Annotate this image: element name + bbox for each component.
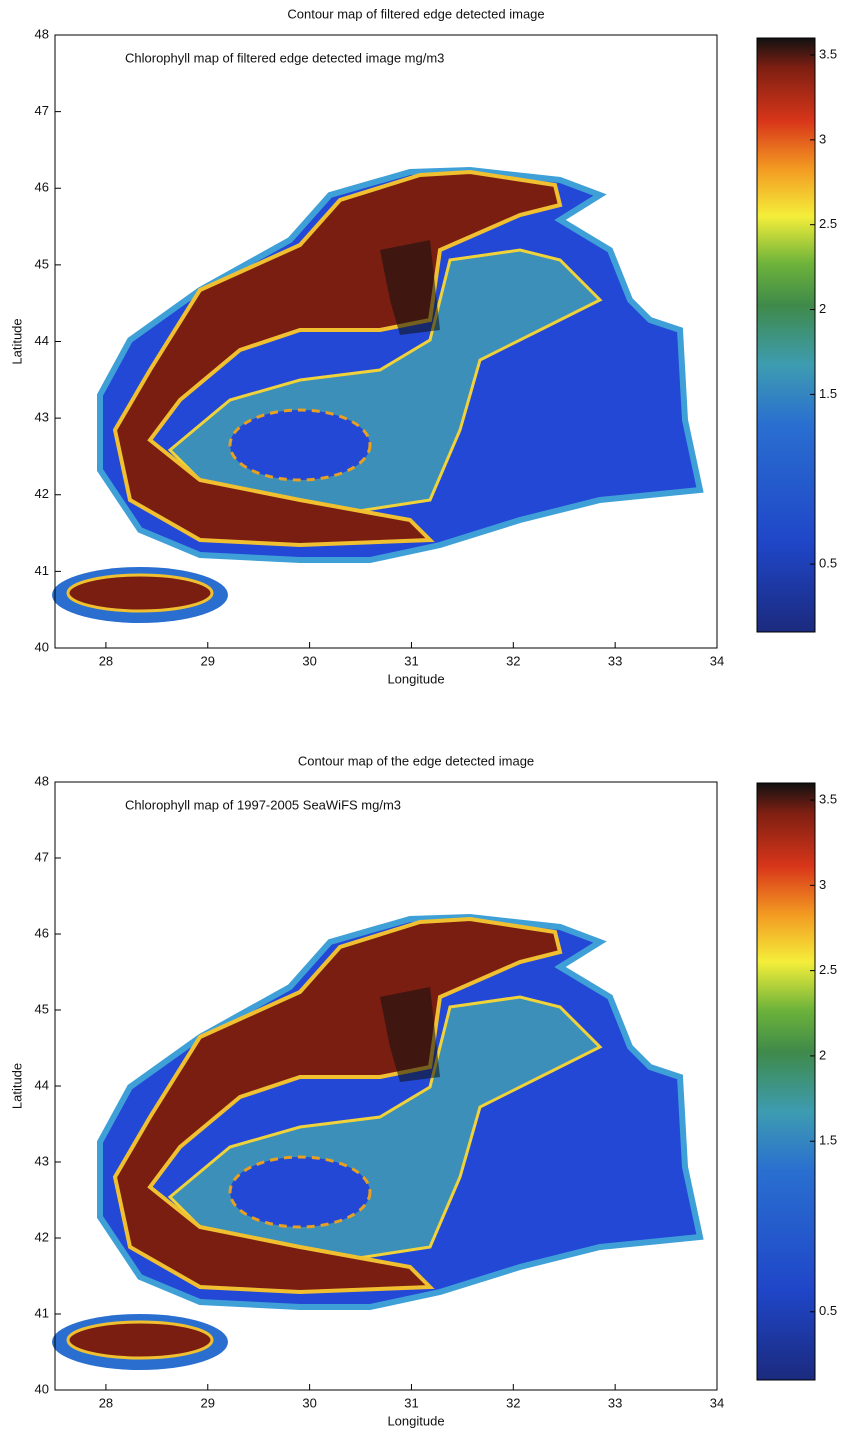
y-tick-label: 42 bbox=[35, 1229, 49, 1244]
colorbar-tick-label: 2 bbox=[819, 1047, 826, 1062]
y-tick-label: 41 bbox=[35, 563, 49, 578]
y-tick-label: 48 bbox=[35, 26, 49, 41]
x-tick-label: 28 bbox=[99, 1395, 113, 1410]
colorbar bbox=[756, 37, 816, 633]
x-tick-label: 31 bbox=[404, 1395, 418, 1410]
y-tick-label: 47 bbox=[35, 849, 49, 864]
x-tick-label: 31 bbox=[404, 653, 418, 668]
colorbar-tick-label: 3 bbox=[819, 131, 826, 146]
x-tick-label: 32 bbox=[506, 653, 520, 668]
y-tick-label: 40 bbox=[35, 1381, 49, 1396]
y-tick-label: 47 bbox=[35, 103, 49, 118]
y-tick-label: 45 bbox=[35, 256, 49, 271]
colorbar-tick-label: 2.5 bbox=[819, 962, 837, 977]
y-tick-label: 48 bbox=[35, 773, 49, 788]
colorbar-tick-label: 3 bbox=[819, 877, 826, 892]
map-image bbox=[52, 170, 700, 623]
annotation: Chlorophyll map of 1997-2005 SeaWiFS mg/… bbox=[125, 797, 401, 812]
x-tick-label: 29 bbox=[201, 1395, 215, 1410]
y-tick-label: 40 bbox=[35, 639, 49, 654]
x-tick-label: 33 bbox=[608, 653, 622, 668]
y-tick-label: 43 bbox=[35, 410, 49, 425]
x-tick-label: 29 bbox=[201, 653, 215, 668]
chart-title: Contour map of filtered edge detected im… bbox=[287, 6, 544, 21]
y-tick-label: 46 bbox=[35, 180, 49, 195]
colorbar-tick-label: 2.5 bbox=[819, 216, 837, 231]
y-tick-label: 43 bbox=[35, 1153, 49, 1168]
x-tick-label: 30 bbox=[302, 653, 316, 668]
x-axis-label: Longitude bbox=[387, 1413, 444, 1428]
x-tick-label: 28 bbox=[99, 653, 113, 668]
colorbar-tick-label: 0.5 bbox=[819, 556, 837, 571]
chart-title: Contour map of the edge detected image bbox=[298, 753, 534, 768]
y-tick-label: 42 bbox=[35, 486, 49, 501]
annotation: Chlorophyll map of filtered edge detecte… bbox=[125, 50, 444, 65]
colorbar-tick-label: 2 bbox=[819, 301, 826, 316]
x-tick-label: 33 bbox=[608, 1395, 622, 1410]
x-axis-label: Longitude bbox=[387, 671, 444, 686]
x-tick-label: 30 bbox=[302, 1395, 316, 1410]
colorbar bbox=[756, 782, 816, 1381]
colorbar-tick-label: 1.5 bbox=[819, 386, 837, 401]
y-tick-label: 41 bbox=[35, 1305, 49, 1320]
x-tick-label: 32 bbox=[506, 1395, 520, 1410]
y-tick-label: 44 bbox=[35, 1077, 49, 1092]
y-tick-label: 45 bbox=[35, 1001, 49, 1016]
x-tick-label: 34 bbox=[710, 1395, 724, 1410]
y-tick-label: 46 bbox=[35, 925, 49, 940]
colorbar-tick-label: 3.5 bbox=[819, 791, 837, 806]
y-tick-label: 44 bbox=[35, 333, 49, 348]
y-axis-label: Latitude bbox=[9, 318, 24, 364]
x-tick-label: 34 bbox=[710, 653, 724, 668]
colorbar-tick-label: 0.5 bbox=[819, 1303, 837, 1318]
colorbar-tick-label: 3.5 bbox=[819, 46, 837, 61]
colorbar-tick-label: 1.5 bbox=[819, 1133, 837, 1148]
map-image bbox=[52, 917, 700, 1370]
y-axis-label: Latitude bbox=[9, 1063, 24, 1109]
